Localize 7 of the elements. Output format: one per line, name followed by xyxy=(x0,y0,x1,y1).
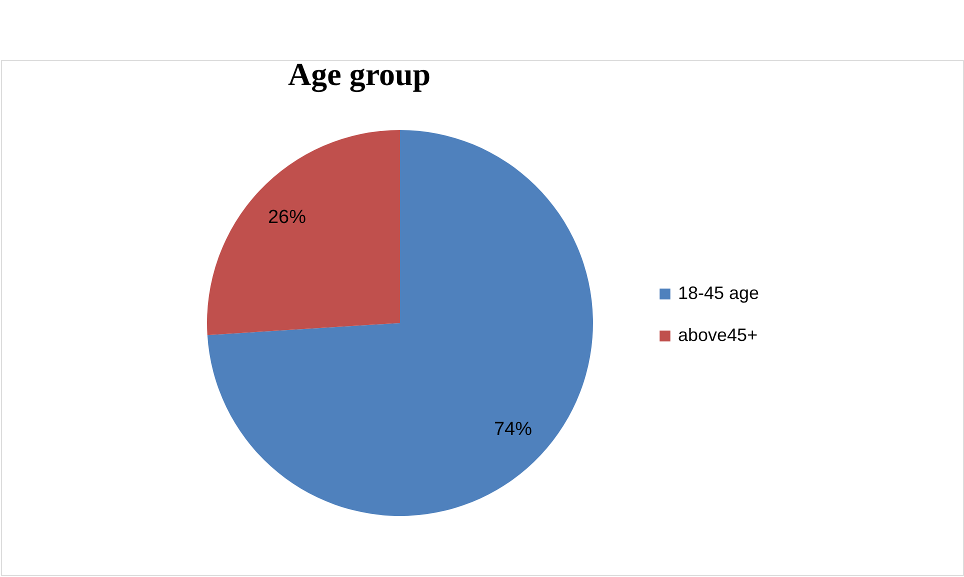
data-label: 74% xyxy=(494,419,532,440)
legend-label: above45+ xyxy=(678,325,758,345)
pie-slice xyxy=(207,130,593,516)
chart-title: Age group xyxy=(288,56,431,93)
pie-slice xyxy=(207,130,400,336)
data-label: 26% xyxy=(268,206,306,228)
legend-label: 18-45 age xyxy=(678,283,760,303)
